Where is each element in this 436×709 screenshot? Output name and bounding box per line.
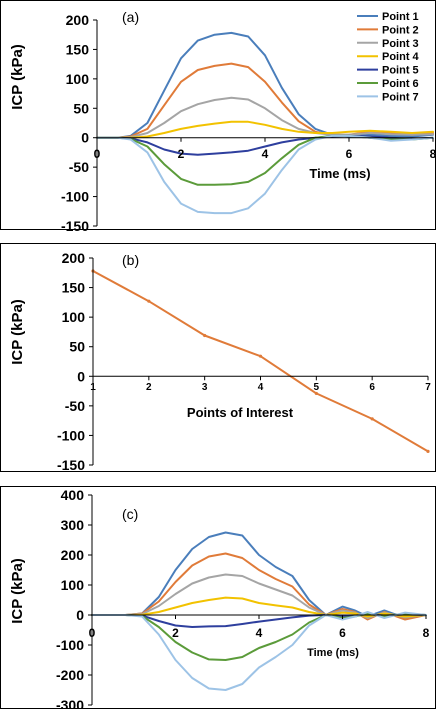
panel-c-x-tick-label: 4 — [256, 626, 263, 640]
panel-c-y-tick-label: -200 — [56, 667, 84, 683]
panel-b-y-tick-label: -50 — [65, 398, 85, 414]
panel-a-series-line-4 — [96, 120, 434, 139]
legend-label-point-6: Point 6 — [382, 78, 419, 90]
legend-label-point-7: Point 7 — [382, 91, 419, 103]
legend-label-point-5: Point 5 — [382, 65, 419, 77]
panel-b-label: (b) — [122, 252, 139, 268]
panel-c-series-line-1 — [91, 531, 427, 619]
panel-c-x-tick-label: 2 — [172, 626, 179, 640]
panel-a-y-tick-label: -100 — [61, 189, 89, 205]
panel-b-data-point — [147, 299, 151, 303]
panel-c-x-tick-label: 6 — [339, 626, 346, 640]
panel-a-x-tick-label: 4 — [262, 147, 269, 161]
panel-c-series-line-7 — [91, 611, 427, 691]
panel-b-y-tick-label: 100 — [62, 309, 86, 325]
panel-b-x-tick-label: 3 — [202, 382, 208, 393]
panel-a-x-tick-label: 0 — [94, 147, 101, 161]
panel-c-series-line-4 — [91, 596, 427, 618]
panel-b-x-tick-label: 4 — [258, 382, 264, 393]
panel-b-y-tick-label: -150 — [57, 457, 85, 473]
panel-a-y-tick-label: -150 — [61, 218, 89, 234]
panel-b-data-point — [426, 449, 430, 453]
panel-a-chart: 200 150 100 50 0 -50 -100 -150 0 2 4 6 8 (a) ICP (kP… — [0, 0, 436, 234]
panel-a-series-line-1 — [96, 31, 434, 139]
panel-b-data-point — [314, 391, 318, 396]
panel-c-series-line-3 — [91, 573, 427, 619]
panel-a-series-line-3 — [96, 96, 434, 139]
panel-b-x-axis-label: Points of Interest — [187, 405, 294, 420]
panel-c-chart: 400 300 200 100 0 -100 -200 -300 0 2 4 6 8 (c) ICP (… — [0, 486, 436, 709]
panel-a-y-tick-label: 100 — [66, 71, 90, 87]
panel-b-data-point — [258, 354, 263, 358]
panel-b-data-point — [203, 333, 207, 338]
panel-a-x-tick-label: 8 — [430, 147, 436, 161]
panel-c-y-tick-label: -300 — [56, 697, 84, 709]
panel-c-y-axis-label: ICP (kPa) — [9, 558, 26, 624]
panel-a-x-axis-label: Time (ms) — [309, 166, 370, 181]
legend-label-point-4: Point 4 — [382, 51, 420, 63]
panel-b-x-tick-label: 6 — [369, 382, 375, 393]
legend-label-point-1: Point 1 — [382, 11, 419, 23]
panel-b-chart: 200 150 100 50 0 -50 -100 -150 1 2 3 4 5 6 7 (b) ICP (… — [0, 243, 436, 473]
panel-c-y-tick-label: 100 — [61, 577, 85, 593]
panel-c-x-axis-label: Time (ms) — [307, 647, 359, 659]
panel-b-y-tick-label: -100 — [57, 427, 85, 443]
panel-c-y-tick-label: 400 — [61, 487, 85, 503]
panel-a-y-tick-label: 200 — [66, 12, 90, 28]
panel-a-y-tick-label: 50 — [73, 100, 89, 116]
panel-a-x-tick-label: 6 — [346, 147, 353, 161]
legend-label-point-2: Point 2 — [382, 24, 419, 36]
legend-label-point-3: Point 3 — [382, 38, 419, 50]
panel-c-x-tick-label: 8 — [423, 626, 430, 640]
panel-c-y-tick-label: -100 — [56, 637, 84, 653]
panel-a-label: (a) — [122, 9, 139, 25]
panel-b-x-tick-label: 1 — [90, 382, 96, 393]
panel-c-series-line-2 — [91, 552, 427, 621]
panel-b-y-tick-label: 200 — [62, 250, 86, 266]
panel-b-x-tick-label: 2 — [146, 382, 152, 393]
panel-b-x-tick-label: 5 — [314, 382, 320, 393]
panel-c-label: (c) — [122, 506, 138, 522]
panel-b-series-line-1 — [92, 270, 429, 453]
panel-a-y-tick-label: -50 — [69, 159, 89, 175]
panel-b-x-tick-label: 7 — [425, 382, 431, 393]
panel-b-y-axis-label: ICP (kPa) — [9, 299, 26, 365]
panel-c-y-tick-label: 0 — [76, 607, 84, 623]
panel-b-y-tick-label: 0 — [77, 368, 85, 384]
panel-b-data-point — [370, 417, 374, 421]
panel-b-y-tick-label: 50 — [69, 339, 85, 355]
panel-a-x-tick-label: 2 — [178, 147, 185, 161]
panel-a-y-axis-label: ICP (kPa) — [9, 44, 26, 110]
panel-b-y-tick-label: 150 — [62, 280, 86, 296]
panel-c-y-tick-label: 200 — [61, 547, 85, 563]
panel-c-y-tick-label: 300 — [61, 517, 85, 533]
panel-c-series-line-6 — [91, 612, 427, 661]
panel-c-x-tick-label: 0 — [89, 626, 96, 640]
panel-a-y-tick-label: 0 — [81, 130, 89, 146]
panel-a-y-tick-label: 150 — [66, 41, 90, 57]
